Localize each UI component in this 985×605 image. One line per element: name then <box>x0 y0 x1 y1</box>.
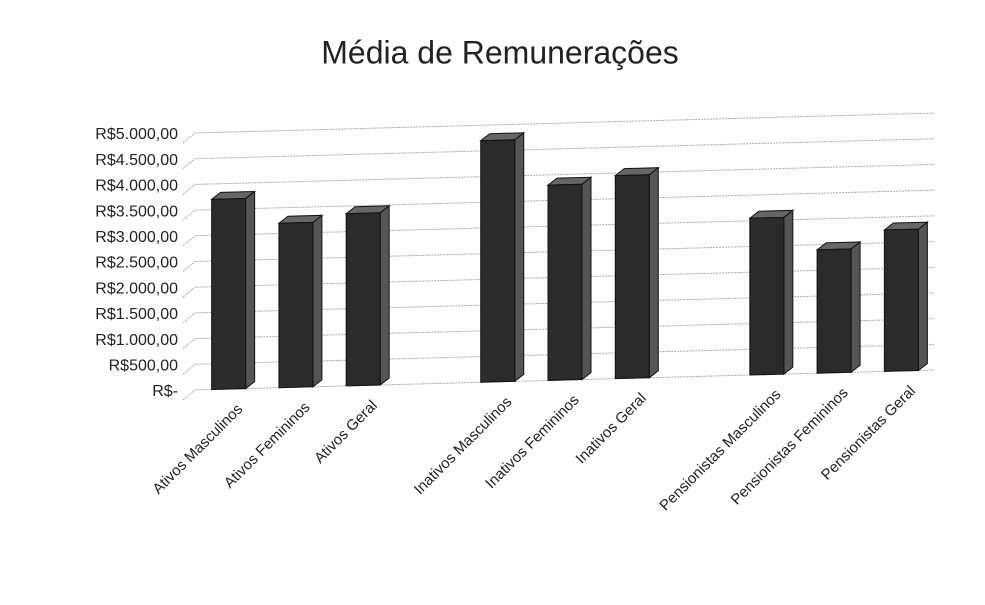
y-tick-label: R$1.000,00 <box>95 332 178 349</box>
y-tick-label: R$4.500,00 <box>95 152 178 169</box>
bar <box>749 216 785 376</box>
bar <box>211 197 247 391</box>
grid-line <box>182 215 936 247</box>
bar <box>883 228 919 372</box>
grid-line <box>182 369 936 401</box>
bar-side <box>917 221 928 372</box>
bar <box>345 212 381 387</box>
y-tick-label: R$5.000,00 <box>95 126 178 143</box>
grid-line <box>182 189 936 221</box>
bar-side <box>312 214 323 388</box>
grid-line <box>182 138 936 170</box>
grid-line <box>182 241 936 272</box>
grid-line <box>182 163 936 195</box>
grid-line <box>182 266 936 298</box>
y-tick-label: R$- <box>152 383 178 400</box>
bar-side <box>581 176 592 381</box>
bar-side <box>850 240 861 374</box>
y-tick-label: R$4.000,00 <box>95 178 178 195</box>
bar-side <box>245 190 256 390</box>
bar-side <box>379 204 390 387</box>
bar <box>480 139 516 383</box>
bar-side <box>783 209 794 376</box>
grid-line <box>182 318 936 349</box>
bar <box>278 221 314 389</box>
chart-title: Média de Remunerações <box>321 34 679 70</box>
grid-line <box>182 112 936 144</box>
bar <box>547 183 583 381</box>
y-tick-label: R$2.500,00 <box>95 255 178 272</box>
y-tick-label: R$3.500,00 <box>95 203 178 220</box>
y-tick-label: R$2.000,00 <box>95 280 178 297</box>
y-tick-label: R$500,00 <box>109 358 178 375</box>
bar <box>614 174 650 380</box>
grid-line <box>182 343 936 375</box>
y-tick-label: R$1.500,00 <box>95 306 178 323</box>
bar-side <box>648 166 659 379</box>
bar-side <box>514 131 525 383</box>
grid-line <box>182 292 936 324</box>
bar <box>816 248 852 374</box>
y-tick-label: R$3.000,00 <box>95 229 178 246</box>
